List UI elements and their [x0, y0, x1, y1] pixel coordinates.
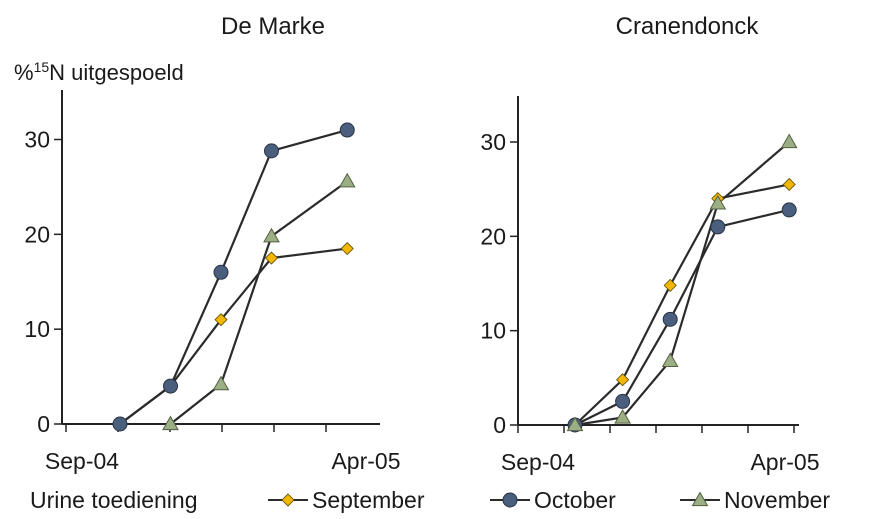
data-point-september	[782, 177, 796, 192]
chart-panel-cranendonck: Cranendonck 0 10 20 30 Sep-04 Apr-05	[480, 13, 819, 475]
x-tick-label: Sep-04	[501, 449, 575, 475]
data-point-october	[163, 378, 178, 394]
y-tick-label: 10	[24, 316, 50, 342]
y-tick-label: 30	[24, 127, 50, 153]
data-point-september	[340, 241, 354, 256]
data-point-november	[338, 172, 356, 188]
data-point-october	[781, 202, 797, 218]
chart-title: De Marke	[221, 13, 325, 40]
legend-marker-november	[691, 491, 709, 507]
x-tick-label: Apr-05	[331, 448, 400, 474]
y-tick-label: 0	[37, 411, 50, 437]
data-point-november	[566, 416, 584, 432]
data-point-november	[661, 352, 679, 367]
x-tick-label: Apr-05	[750, 449, 819, 475]
data-point-november	[162, 415, 179, 431]
data-point-november	[780, 133, 798, 149]
series-line-october	[119, 128, 348, 425]
data-point-october	[615, 393, 631, 409]
y-tick-label: 0	[493, 412, 506, 438]
data-point-october	[213, 264, 229, 280]
series-line-september	[574, 183, 790, 426]
data-point-september	[264, 251, 279, 265]
x-tick-label: Sep-04	[45, 448, 119, 474]
data-point-october	[112, 416, 128, 432]
legend-marker-october	[502, 492, 518, 508]
y-tick-label: 10	[480, 318, 506, 344]
data-point-october	[662, 311, 678, 327]
legend: Urine toediening September October November	[30, 487, 830, 513]
data-point-october	[339, 122, 355, 138]
legend-marker-september	[281, 493, 295, 507]
data-point-october	[264, 143, 279, 159]
series-line-november	[574, 141, 790, 427]
y-tick-label: 20	[24, 221, 50, 247]
legend-title: Urine toediening	[30, 487, 198, 513]
series-line-november	[169, 180, 348, 425]
legend-label-october: October	[534, 487, 616, 513]
y-axis-label: %15N uitgespoeld	[14, 59, 184, 85]
data-point-september	[616, 373, 630, 387]
chart-title: Cranendonck	[616, 13, 760, 40]
chart-panel-demarke: De Marke %15N uitgespoeld 0 10 20 30 Sep-04 Apr…	[14, 13, 401, 474]
y-tick-label: 20	[480, 223, 506, 249]
data-point-november	[614, 408, 631, 424]
data-point-november	[212, 375, 230, 391]
legend-label-november: November	[724, 487, 830, 513]
legend-label-september: September	[312, 487, 425, 513]
series-line-october	[574, 208, 790, 426]
y-tick-label: 30	[480, 129, 506, 155]
data-point-october	[710, 219, 726, 235]
data-point-september	[214, 313, 228, 327]
data-point-september	[663, 278, 677, 292]
data-point-november	[709, 194, 727, 210]
data-point-november	[263, 227, 280, 243]
